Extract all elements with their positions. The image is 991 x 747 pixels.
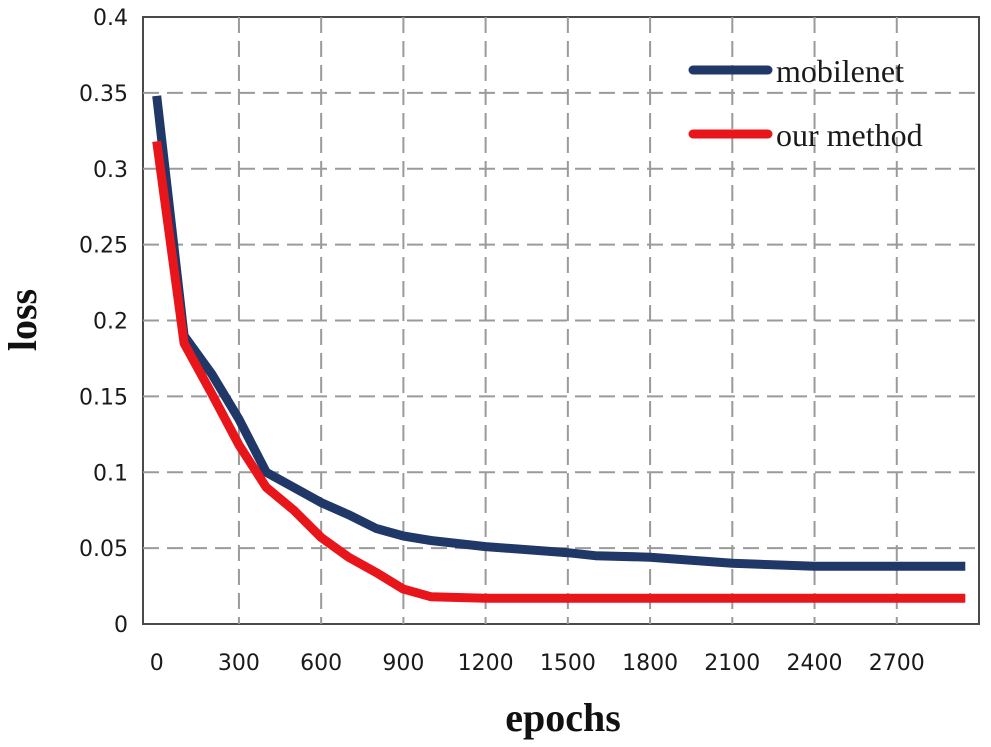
y-tick-label: 0.05 [79, 537, 128, 562]
y-tick-label: 0.15 [79, 385, 128, 410]
series-line-mobilenet [152, 95, 966, 571]
y-tick-label: 0.3 [93, 158, 128, 183]
y-tick-label: 0.35 [79, 82, 128, 107]
y-tick-label: 0.2 [93, 310, 128, 335]
x-tick-label: 0 [150, 651, 164, 676]
legend: mobilenet our method [688, 53, 923, 153]
x-axis: 0 300 600 900 1200 1500 1800 2100 2400 2700 [150, 651, 925, 676]
y-axis: 0 0.05 0.1 0.15 0.2 0.25 0.3 0.35 0.4 [79, 6, 128, 638]
legend-label-our-method: our method [776, 117, 923, 153]
x-axis-title: epochs [505, 695, 621, 740]
x-tick-label: 1500 [540, 651, 596, 676]
y-tick-label: 0.1 [93, 461, 128, 486]
x-tick-label: 2400 [787, 651, 843, 676]
x-tick-label: 300 [218, 651, 260, 676]
x-tick-label: 1800 [622, 651, 678, 676]
x-tick-label: 600 [300, 651, 342, 676]
y-tick-label: 0.25 [79, 234, 128, 259]
x-tick-label: 1200 [458, 651, 514, 676]
x-tick-label: 2700 [869, 651, 925, 676]
series-layer [152, 95, 966, 603]
y-tick-label: 0.4 [93, 6, 128, 31]
y-axis-title: loss [0, 289, 45, 351]
legend-label-mobilenet: mobilenet [776, 53, 904, 89]
series-line-our-method [152, 140, 966, 603]
x-tick-label: 2100 [704, 651, 760, 676]
x-tick-label: 900 [382, 651, 424, 676]
y-tick-label: 0 [114, 613, 128, 638]
